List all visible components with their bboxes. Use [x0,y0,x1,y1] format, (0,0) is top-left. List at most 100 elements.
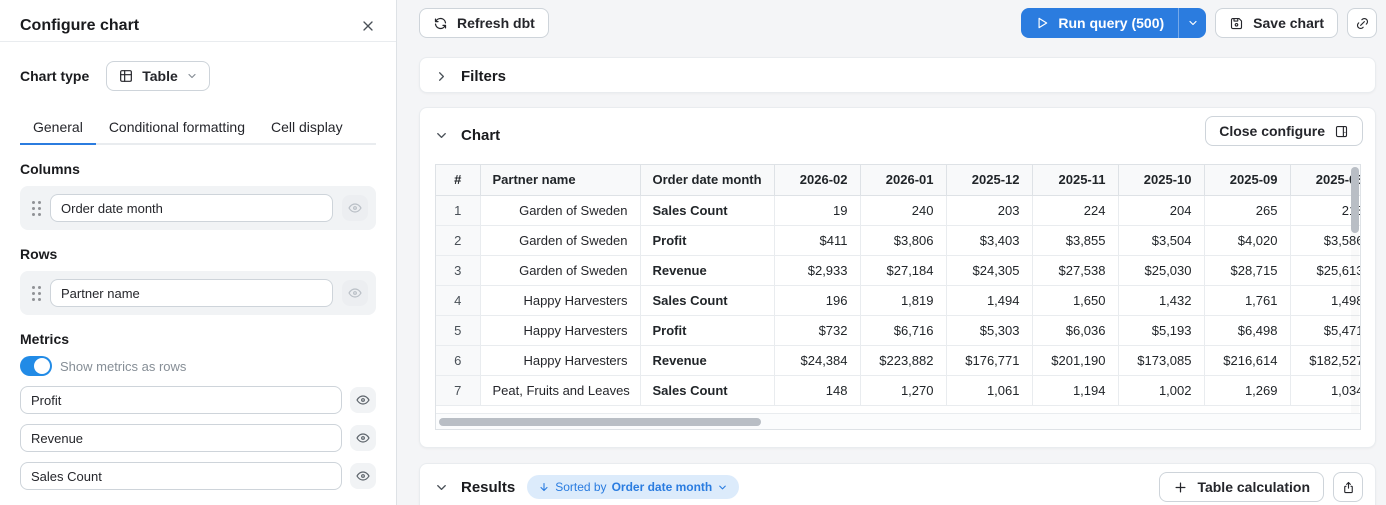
metric-input[interactable] [20,424,342,452]
cell-value[interactable]: 1,498 [1290,285,1360,316]
cell-partner[interactable]: Garden of Sweden [480,195,641,226]
columns-field-input[interactable] [50,194,333,222]
cell-metric[interactable]: Revenue [640,345,775,376]
cell-value[interactable]: 1,432 [1118,285,1205,316]
cell-value[interactable]: 1,761 [1204,285,1291,316]
cell-value[interactable]: 1,061 [946,375,1033,406]
chevron-down-icon[interactable] [434,128,449,143]
visibility-eye-icon[interactable] [350,463,376,489]
horizontal-scrollbar[interactable] [436,413,1360,429]
cell-value[interactable]: 19 [774,195,861,226]
cell-value[interactable]: $3,403 [946,225,1033,256]
cell-partner[interactable]: Peat, Fruits and Leaves [480,375,641,406]
cell-value[interactable]: 1,494 [946,285,1033,316]
cell-value[interactable]: 1,269 [1204,375,1291,406]
cell-value[interactable]: 1,819 [860,285,947,316]
cell-metric[interactable]: Profit [640,315,775,346]
visibility-eye-icon[interactable] [342,195,368,221]
cell-value[interactable]: $3,855 [1032,225,1119,256]
cell-value[interactable]: $201,190 [1032,345,1119,376]
cell-value[interactable]: 224 [1032,195,1119,226]
metric-input[interactable] [20,462,342,490]
tab-general[interactable]: General [20,112,96,145]
cell-value[interactable]: 204 [1118,195,1205,226]
cell-value[interactable]: $27,538 [1032,255,1119,286]
tab-cell-display[interactable]: Cell display [271,119,343,135]
vertical-scrollbar[interactable] [1351,167,1359,425]
cell-value[interactable]: $4,020 [1204,225,1291,256]
cell-partner[interactable]: Happy Harvesters [480,315,641,346]
cell-value[interactable]: $3,586 [1290,225,1360,256]
cell-value[interactable]: 265 [1204,195,1291,226]
cell-metric[interactable]: Revenue [640,255,775,286]
show-metrics-as-rows-toggle[interactable] [20,356,52,376]
cell-value[interactable]: $216,614 [1204,345,1291,376]
share-link-button[interactable] [1347,8,1377,38]
close-configure-button[interactable]: Close configure [1205,116,1363,146]
cell-value[interactable]: $411 [774,225,861,256]
cell-value[interactable]: 203 [946,195,1033,226]
cell-value[interactable]: 1,034 [1290,375,1360,406]
cell-value[interactable]: $6,498 [1204,315,1291,346]
cell-partner[interactable]: Garden of Sweden [480,225,641,256]
toggle-label: Show metrics as rows [60,358,187,374]
cell-value[interactable]: $27,184 [860,255,947,286]
visibility-eye-icon[interactable] [350,425,376,451]
cell-value[interactable]: $2,933 [774,255,861,286]
cell-value[interactable]: $176,771 [946,345,1033,376]
cell-value[interactable]: 1,650 [1032,285,1119,316]
cell-value[interactable]: $732 [774,315,861,346]
tab-conditional-formatting[interactable]: Conditional formatting [108,119,245,135]
cell-value[interactable]: $173,085 [1118,345,1205,376]
cell-value[interactable]: $3,504 [1118,225,1205,256]
cell-value[interactable]: $182,527 [1290,345,1360,376]
chevron-down-icon[interactable] [434,480,449,495]
cell-metric[interactable]: Profit [640,225,775,256]
cell-value[interactable]: $223,882 [860,345,947,376]
cell-value[interactable]: $6,036 [1032,315,1119,346]
cell-value[interactable]: 240 [860,195,947,226]
close-icon[interactable] [360,18,376,34]
sorted-by-badge[interactable]: Sorted by Order date month [527,475,740,499]
drag-handle-icon[interactable] [32,285,41,301]
cell-value[interactable]: $25,613 [1290,255,1360,286]
visibility-eye-icon[interactable] [342,280,368,306]
cell-value[interactable]: $28,715 [1204,255,1291,286]
cell-value[interactable]: 218 [1290,195,1360,226]
visibility-eye-icon[interactable] [350,387,376,413]
cell-value[interactable]: 196 [774,285,861,316]
cell-value[interactable]: $6,716 [860,315,947,346]
cell-value[interactable]: 148 [774,375,861,406]
cell-value[interactable]: $5,193 [1118,315,1205,346]
cell-value[interactable]: 1,194 [1032,375,1119,406]
table-calculation-button[interactable]: Table calculation [1159,472,1324,502]
cell-partner[interactable]: Happy Harvesters [480,285,641,316]
cell-value[interactable]: $5,303 [946,315,1033,346]
cell-partner[interactable]: Happy Harvesters [480,345,641,376]
rows-field-input[interactable] [50,279,333,307]
cell-metric[interactable]: Sales Count [640,195,775,226]
save-chart-button[interactable]: Save chart [1215,8,1338,38]
cell-value[interactable]: 1,002 [1118,375,1205,406]
filters-header[interactable]: Filters [420,58,1375,94]
cell-value[interactable]: $24,305 [946,255,1033,286]
cell-value[interactable]: 1,270 [860,375,947,406]
cell-partner[interactable]: Garden of Sweden [480,255,641,286]
cell-value[interactable]: $24,384 [774,345,861,376]
refresh-dbt-button[interactable]: Refresh dbt [419,8,549,38]
cell-value[interactable]: $25,030 [1118,255,1205,286]
drag-handle-icon[interactable] [32,200,41,216]
vertical-scrollbar-thumb[interactable] [1351,167,1359,233]
run-query-dropdown[interactable] [1178,8,1206,38]
cell-value[interactable]: $5,471 [1290,315,1360,346]
cell-value[interactable]: $3,806 [860,225,947,256]
col-header-month: 2025-11 [1032,165,1119,196]
chevron-right-icon[interactable] [434,69,449,84]
run-query-button[interactable]: Run query (500) [1021,8,1178,38]
cell-metric[interactable]: Sales Count [640,375,775,406]
export-results-button[interactable] [1333,472,1363,502]
cell-metric[interactable]: Sales Count [640,285,775,316]
chart-type-select[interactable]: Table [106,61,210,91]
horizontal-scrollbar-thumb[interactable] [439,418,761,426]
metric-input[interactable] [20,386,342,414]
